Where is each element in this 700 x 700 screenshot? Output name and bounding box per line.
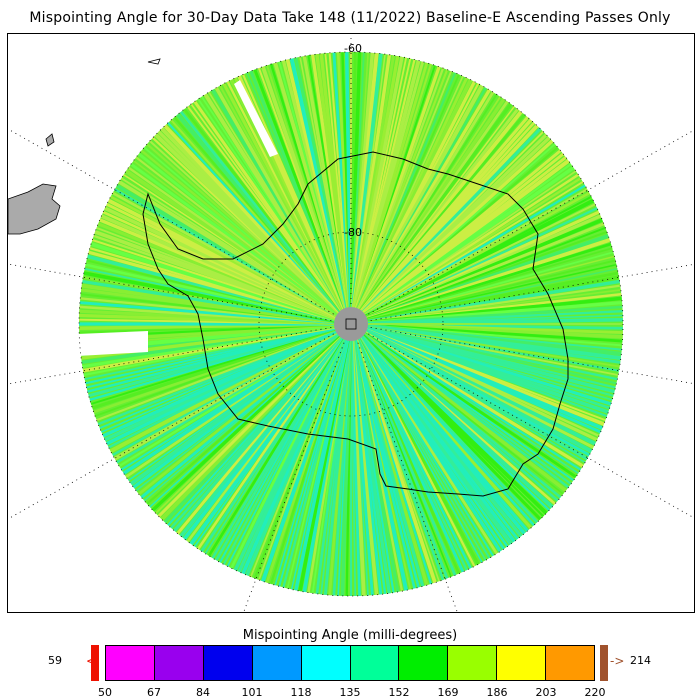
south-georgia-island bbox=[147, 58, 161, 65]
colorbar-min-label: 59 bbox=[48, 654, 62, 667]
swath-rays bbox=[79, 52, 623, 596]
colorbar-tick-label: 101 bbox=[241, 686, 263, 699]
colorbar-tick-label: 135 bbox=[339, 686, 361, 699]
colorbar-tick-label: 50 bbox=[98, 686, 112, 699]
colorbar-ticks: 50 67 84 101 118 135 152 169 186 203 220 bbox=[98, 686, 606, 700]
colorbar-title: Mispointing Angle (milli-degrees) bbox=[242, 628, 458, 643]
lat-label-60: -60 bbox=[344, 42, 362, 55]
colorbar-segment bbox=[546, 646, 595, 680]
colorbar-segment bbox=[301, 646, 351, 680]
colorbar-segment bbox=[203, 646, 253, 680]
pole-gap bbox=[334, 307, 368, 341]
colorbar-segment bbox=[448, 646, 498, 680]
colorbar-segment bbox=[497, 646, 547, 680]
colorbar-tick-label: 67 bbox=[147, 686, 161, 699]
colorbar-segment bbox=[252, 646, 302, 680]
antarctica-coastline bbox=[142, 151, 569, 497]
graticule bbox=[8, 34, 694, 612]
colorbar-over-swatch bbox=[600, 645, 608, 681]
map-svg: -60 -80 bbox=[8, 34, 694, 612]
colorbar-tick-label: 84 bbox=[196, 686, 210, 699]
colorbar bbox=[105, 645, 595, 681]
colorbar-tick-label: 203 bbox=[535, 686, 557, 699]
colorbar-under-swatch bbox=[91, 645, 99, 681]
colorbar-segment bbox=[350, 646, 400, 680]
colorbar-tick-label: 169 bbox=[437, 686, 459, 699]
colorbar-over-arrow: -> bbox=[610, 654, 625, 668]
colorbar-segment bbox=[106, 646, 155, 680]
colorbar-tick-label: 118 bbox=[290, 686, 312, 699]
falkland-islands bbox=[45, 133, 55, 147]
south-america-landmass bbox=[8, 183, 61, 235]
colorbar-segment bbox=[399, 646, 449, 680]
data-gap-north bbox=[234, 80, 278, 157]
colorbar-tick-label: 152 bbox=[388, 686, 410, 699]
colorbar-max-label: 214 bbox=[630, 654, 651, 667]
lat-label-80: -80 bbox=[344, 226, 362, 239]
colorbar-segment bbox=[154, 646, 204, 680]
pole-marker bbox=[345, 318, 357, 330]
map-title: Mispointing Angle for 30-Day Data Take 1… bbox=[29, 10, 671, 26]
colorbar-tick-label: 186 bbox=[486, 686, 508, 699]
polar-map: -60 -80 bbox=[7, 33, 695, 613]
colorbar-tick-label: 220 bbox=[584, 686, 606, 699]
data-gap-west bbox=[78, 331, 148, 356]
